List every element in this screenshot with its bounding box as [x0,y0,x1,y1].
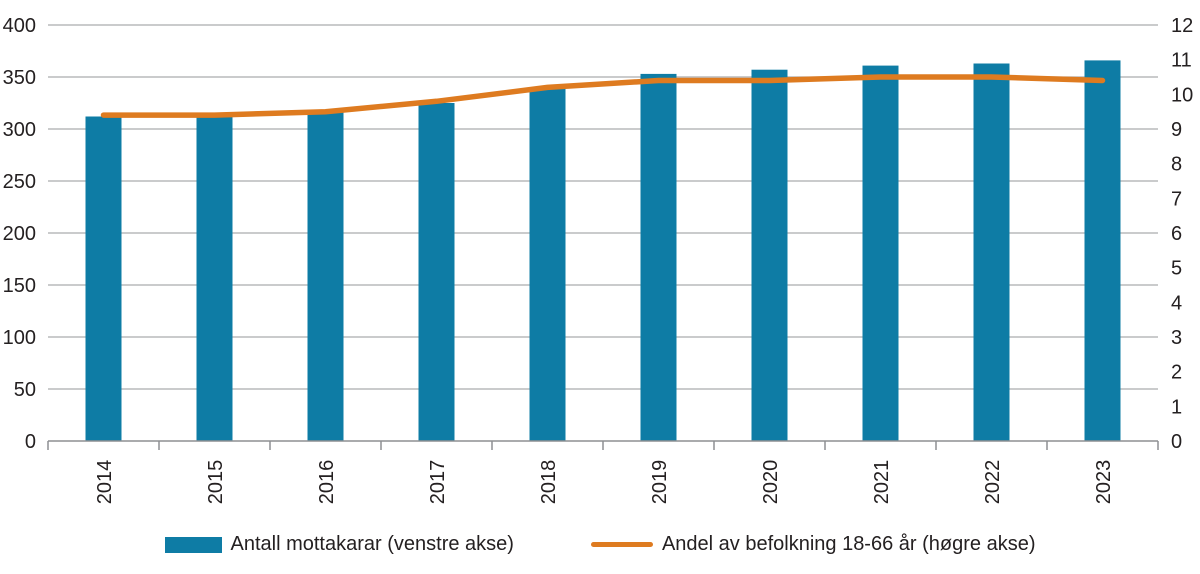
legend-line-swatch [590,542,653,547]
x-axis-label-2021: 2021 [871,460,893,505]
legend-line-label: Andel av befolkning 18-66 år (høgre akse… [661,533,1036,555]
bar-2018 [529,88,566,442]
right-axis-tick-5: 5 [1171,258,1182,280]
x-axis-label-2018: 2018 [538,460,560,505]
chart-svg: 0501001502002503003504000123456789101112… [3,15,1194,505]
legend-bar-label: Antall mottakarar (venstre akse) [230,533,514,555]
right-axis-tick-11: 11 [1171,50,1192,72]
x-axis [47,440,1159,450]
x-axis-labels: 2014 2015 2016 2017 2018 2019 2020 2021 2022 2023 [94,460,1115,505]
line-series [100,74,1106,118]
bar-2021 [862,65,899,441]
left-axis-tick-400: 400 [3,15,36,37]
right-axis-tick-1: 1 [1171,396,1182,418]
x-axis-label-2016: 2016 [316,460,338,505]
bar-2017 [418,103,455,441]
bar-2020 [751,69,788,441]
left-axis-labels: 0 50 100 150 200 250 300 350 400 [3,15,36,453]
left-axis-tick-0: 0 [25,431,36,453]
x-axis-label-2023: 2023 [1093,460,1115,505]
gridlines [48,24,1158,390]
right-axis-tick-4: 4 [1171,292,1182,314]
legend-item-line: Andel av befolkning 18-66 år (høgre akse… [590,533,1036,556]
left-axis-tick-250: 250 [3,171,36,193]
bar-2015 [196,116,233,441]
bar-2022 [973,63,1010,441]
bar-2019 [640,73,677,442]
x-axis-label-2022: 2022 [982,460,1004,505]
right-axis-tick-10: 10 [1171,84,1193,106]
left-axis-tick-350: 350 [3,67,36,89]
right-axis-tick-7: 7 [1171,188,1182,210]
bar-2023 [1084,60,1121,442]
x-axis-label-2020: 2020 [760,460,782,505]
right-axis-tick-9: 9 [1171,119,1182,141]
right-axis-tick-3: 3 [1171,327,1182,349]
left-axis-tick-150: 150 [3,275,36,297]
left-axis-tick-50: 50 [14,379,36,401]
bar-2016 [307,112,344,442]
x-axis-label-2014: 2014 [94,460,116,505]
bar-series [85,60,1121,442]
x-axis-label-2019: 2019 [649,460,671,505]
right-axis-tick-0: 0 [1171,431,1182,453]
legend-bar-swatch [164,536,222,553]
right-axis-tick-2: 2 [1171,362,1182,384]
left-axis-tick-200: 200 [3,223,36,245]
legend: Antall mottakarar (venstre akse) Andel a… [0,533,1200,556]
bar-2014 [85,116,122,441]
legend-item-bars: Antall mottakarar (venstre akse) [164,533,514,556]
x-axis-label-2015: 2015 [205,460,227,505]
x-axis-label-2017: 2017 [427,460,449,505]
right-axis-tick-6: 6 [1171,223,1182,245]
left-axis-tick-300: 300 [3,119,36,141]
left-axis-tick-100: 100 [3,327,36,349]
right-axis-tick-12: 12 [1171,15,1193,37]
right-axis-tick-8: 8 [1171,154,1182,176]
